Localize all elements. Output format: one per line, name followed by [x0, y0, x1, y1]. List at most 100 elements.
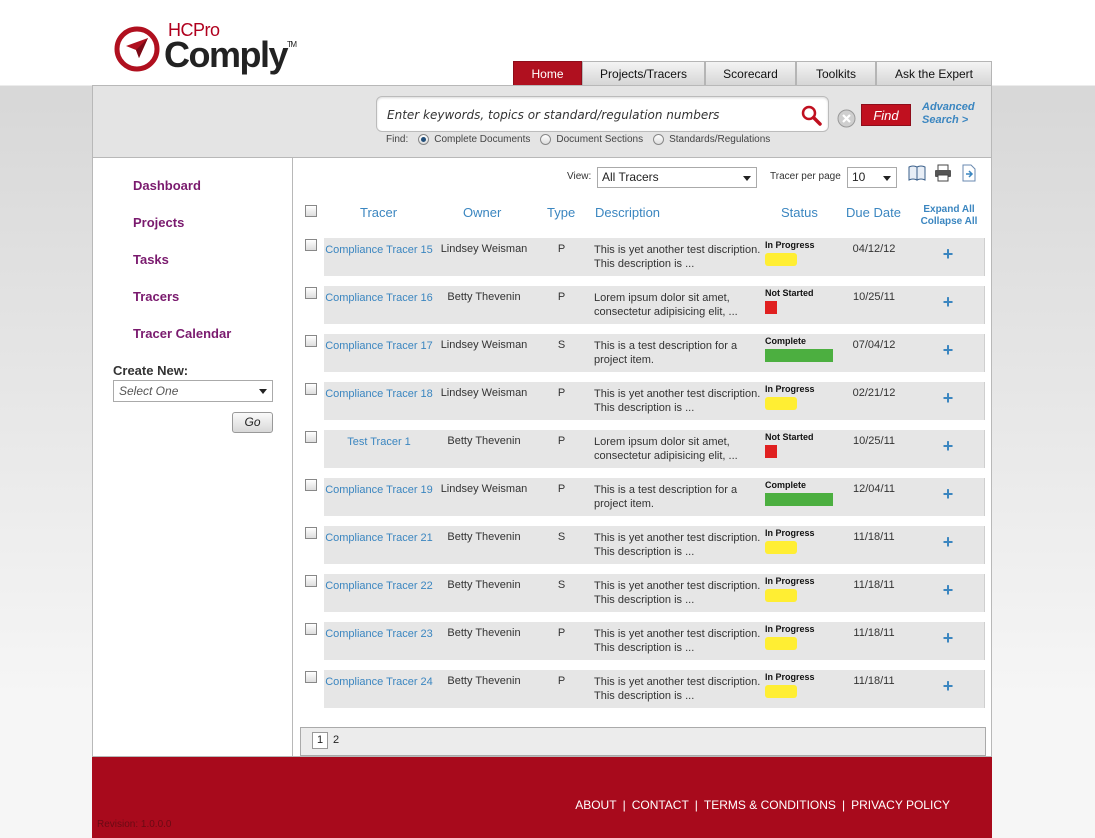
due-date-cell: 07/04/12 [852, 339, 896, 351]
book-icon[interactable] [908, 164, 926, 182]
export-icon[interactable] [960, 164, 978, 182]
status-cell: In Progress [765, 384, 845, 410]
column-header-status[interactable]: Status [781, 205, 818, 220]
clear-search-icon[interactable] [837, 109, 856, 128]
advanced-search-link[interactable]: Advanced Search > [922, 101, 975, 127]
expand-row-icon[interactable]: + [942, 244, 954, 264]
owner-cell: Lindsey Weisman [440, 243, 528, 255]
status-label: In Progress [765, 672, 815, 682]
expand-row-icon[interactable]: + [942, 388, 954, 408]
table-row: Test Tracer 1 Betty Thevenin P Lorem ipsum … [324, 430, 985, 468]
revision-text: Revision: 1.0.0.0 [97, 819, 172, 830]
find-options: Find: Complete Documents Document Sectio… [386, 134, 780, 145]
row-checkbox[interactable] [305, 575, 317, 587]
expand-row-icon[interactable]: + [942, 484, 954, 504]
option-complete-documents[interactable]: Complete Documents [418, 134, 530, 145]
radio-complete-documents[interactable] [418, 134, 430, 145]
nav-tab-scorecard[interactable]: Scorecard [705, 61, 796, 85]
column-header-tracer[interactable]: Tracer [360, 205, 398, 220]
tracer-link[interactable]: Compliance Tracer 24 [325, 676, 433, 688]
option-standards-regulations[interactable]: Standards/Regulations [653, 134, 770, 145]
status-cell: Not Started [765, 288, 845, 314]
row-checkbox[interactable] [305, 239, 317, 251]
row-checkbox[interactable] [305, 431, 317, 443]
sidebar-item-projects[interactable]: Projects [133, 215, 185, 230]
expand-row-icon[interactable]: + [942, 628, 954, 648]
due-date-cell: 10/25/11 [852, 291, 895, 303]
tracer-link[interactable]: Compliance Tracer 23 [325, 628, 433, 640]
tracer-link[interactable]: Compliance Tracer 17 [325, 340, 433, 352]
expand-row-icon[interactable]: + [942, 436, 954, 456]
radio-standards-regulations[interactable] [653, 134, 665, 145]
table-row: Compliance Tracer 15 Lindsey Weisman P This… [324, 238, 985, 276]
nav-tab-projects-tracers[interactable]: Projects/Tracers [582, 61, 705, 85]
nav-tab-ask-the-expert[interactable]: Ask the Expert [876, 61, 992, 85]
expand-row-icon[interactable]: + [942, 580, 954, 600]
row-checkbox[interactable] [305, 287, 317, 299]
search-bar: Find Advanced Search > Find: Complete Do… [93, 86, 991, 158]
row-checkbox[interactable] [305, 623, 317, 635]
expand-row-icon[interactable]: + [942, 676, 954, 696]
sidebar-item-tracer-calendar[interactable]: Tracer Calendar [133, 326, 232, 341]
page-2-button[interactable]: 2 [333, 734, 340, 746]
column-header-owner[interactable]: Owner [463, 205, 502, 220]
tracer-link[interactable]: Test Tracer 1 [347, 436, 411, 448]
sidebar-item-dashboard[interactable]: Dashboard [133, 178, 201, 193]
option-document-sections[interactable]: Document Sections [540, 134, 643, 145]
table-row: Compliance Tracer 23 Betty Thevenin P This … [324, 622, 985, 660]
column-header-description[interactable]: Description [595, 205, 661, 220]
description-cell: This is yet another test discription. Th… [594, 244, 761, 270]
owner-cell: Betty Thevenin [447, 531, 521, 543]
per-page-select[interactable]: 10 [847, 167, 897, 188]
type-cell: P [557, 483, 566, 495]
type-cell: P [557, 387, 566, 399]
expand-all-link[interactable]: Expand All [923, 204, 975, 215]
row-checkbox[interactable] [305, 335, 317, 347]
option-label: Standards/Regulations [669, 134, 771, 145]
tracer-link[interactable]: Compliance Tracer 22 [325, 580, 433, 592]
sidebar-item-tasks[interactable]: Tasks [133, 252, 169, 267]
tracer-link[interactable]: Compliance Tracer 16 [325, 292, 433, 304]
view-select[interactable]: All Tracers [597, 167, 757, 188]
description-cell: This is yet another test discription. Th… [594, 532, 761, 558]
table-row: Compliance Tracer 17 Lindsey Weisman S This… [324, 334, 985, 372]
row-checkbox[interactable] [305, 479, 317, 491]
due-date-cell: 11/18/11 [853, 579, 895, 591]
select-all-checkbox[interactable] [305, 205, 317, 217]
page-1-button[interactable]: 1 [312, 732, 328, 749]
row-checkbox[interactable] [305, 527, 317, 539]
tracer-link[interactable]: Compliance Tracer 21 [325, 532, 433, 544]
create-new-select[interactable]: Select One [113, 380, 273, 402]
collapse-all-link[interactable]: Collapse All [920, 216, 978, 227]
expand-row-icon[interactable]: + [942, 292, 954, 312]
status-indicator [765, 493, 833, 506]
search-icon[interactable] [800, 104, 822, 126]
column-header-type[interactable]: Type [547, 205, 576, 220]
footer-link-privacy[interactable]: PRIVACY POLICY [851, 798, 950, 812]
expand-row-icon[interactable]: + [942, 532, 954, 552]
footer-link-contact[interactable]: CONTACT [631, 798, 689, 812]
row-checkbox[interactable] [305, 671, 317, 683]
description-cell: Lorem ipsum dolor sit amet, consectetur … [594, 292, 738, 318]
column-header-due-date[interactable]: Due Date [846, 205, 901, 220]
hcpro-comply-logo[interactable]: HCPro ComplyTM [114, 20, 297, 75]
type-cell: P [557, 627, 566, 639]
type-cell: S [557, 339, 566, 351]
status-indicator [765, 445, 777, 458]
nav-tab-toolkits[interactable]: Toolkits [796, 61, 876, 85]
footer-link-terms[interactable]: TERMS & CONDITIONS [703, 798, 836, 812]
tracer-link[interactable]: Compliance Tracer 19 [325, 484, 433, 496]
nav-tab-home[interactable]: Home [513, 61, 582, 85]
tracer-link[interactable]: Compliance Tracer 15 [325, 244, 433, 256]
search-input[interactable] [387, 105, 787, 125]
footer-link-about[interactable]: ABOUT [575, 798, 617, 812]
row-checkbox[interactable] [305, 383, 317, 395]
radio-document-sections[interactable] [540, 134, 552, 145]
tracer-link[interactable]: Compliance Tracer 18 [325, 388, 433, 400]
expand-row-icon[interactable]: + [942, 340, 954, 360]
find-button[interactable]: Find [861, 104, 911, 126]
print-icon[interactable] [934, 164, 952, 182]
sidebar-item-tracers[interactable]: Tracers [133, 289, 180, 304]
go-button[interactable]: Go [232, 412, 273, 433]
logo-comply-text: ComplyTM [164, 34, 297, 75]
